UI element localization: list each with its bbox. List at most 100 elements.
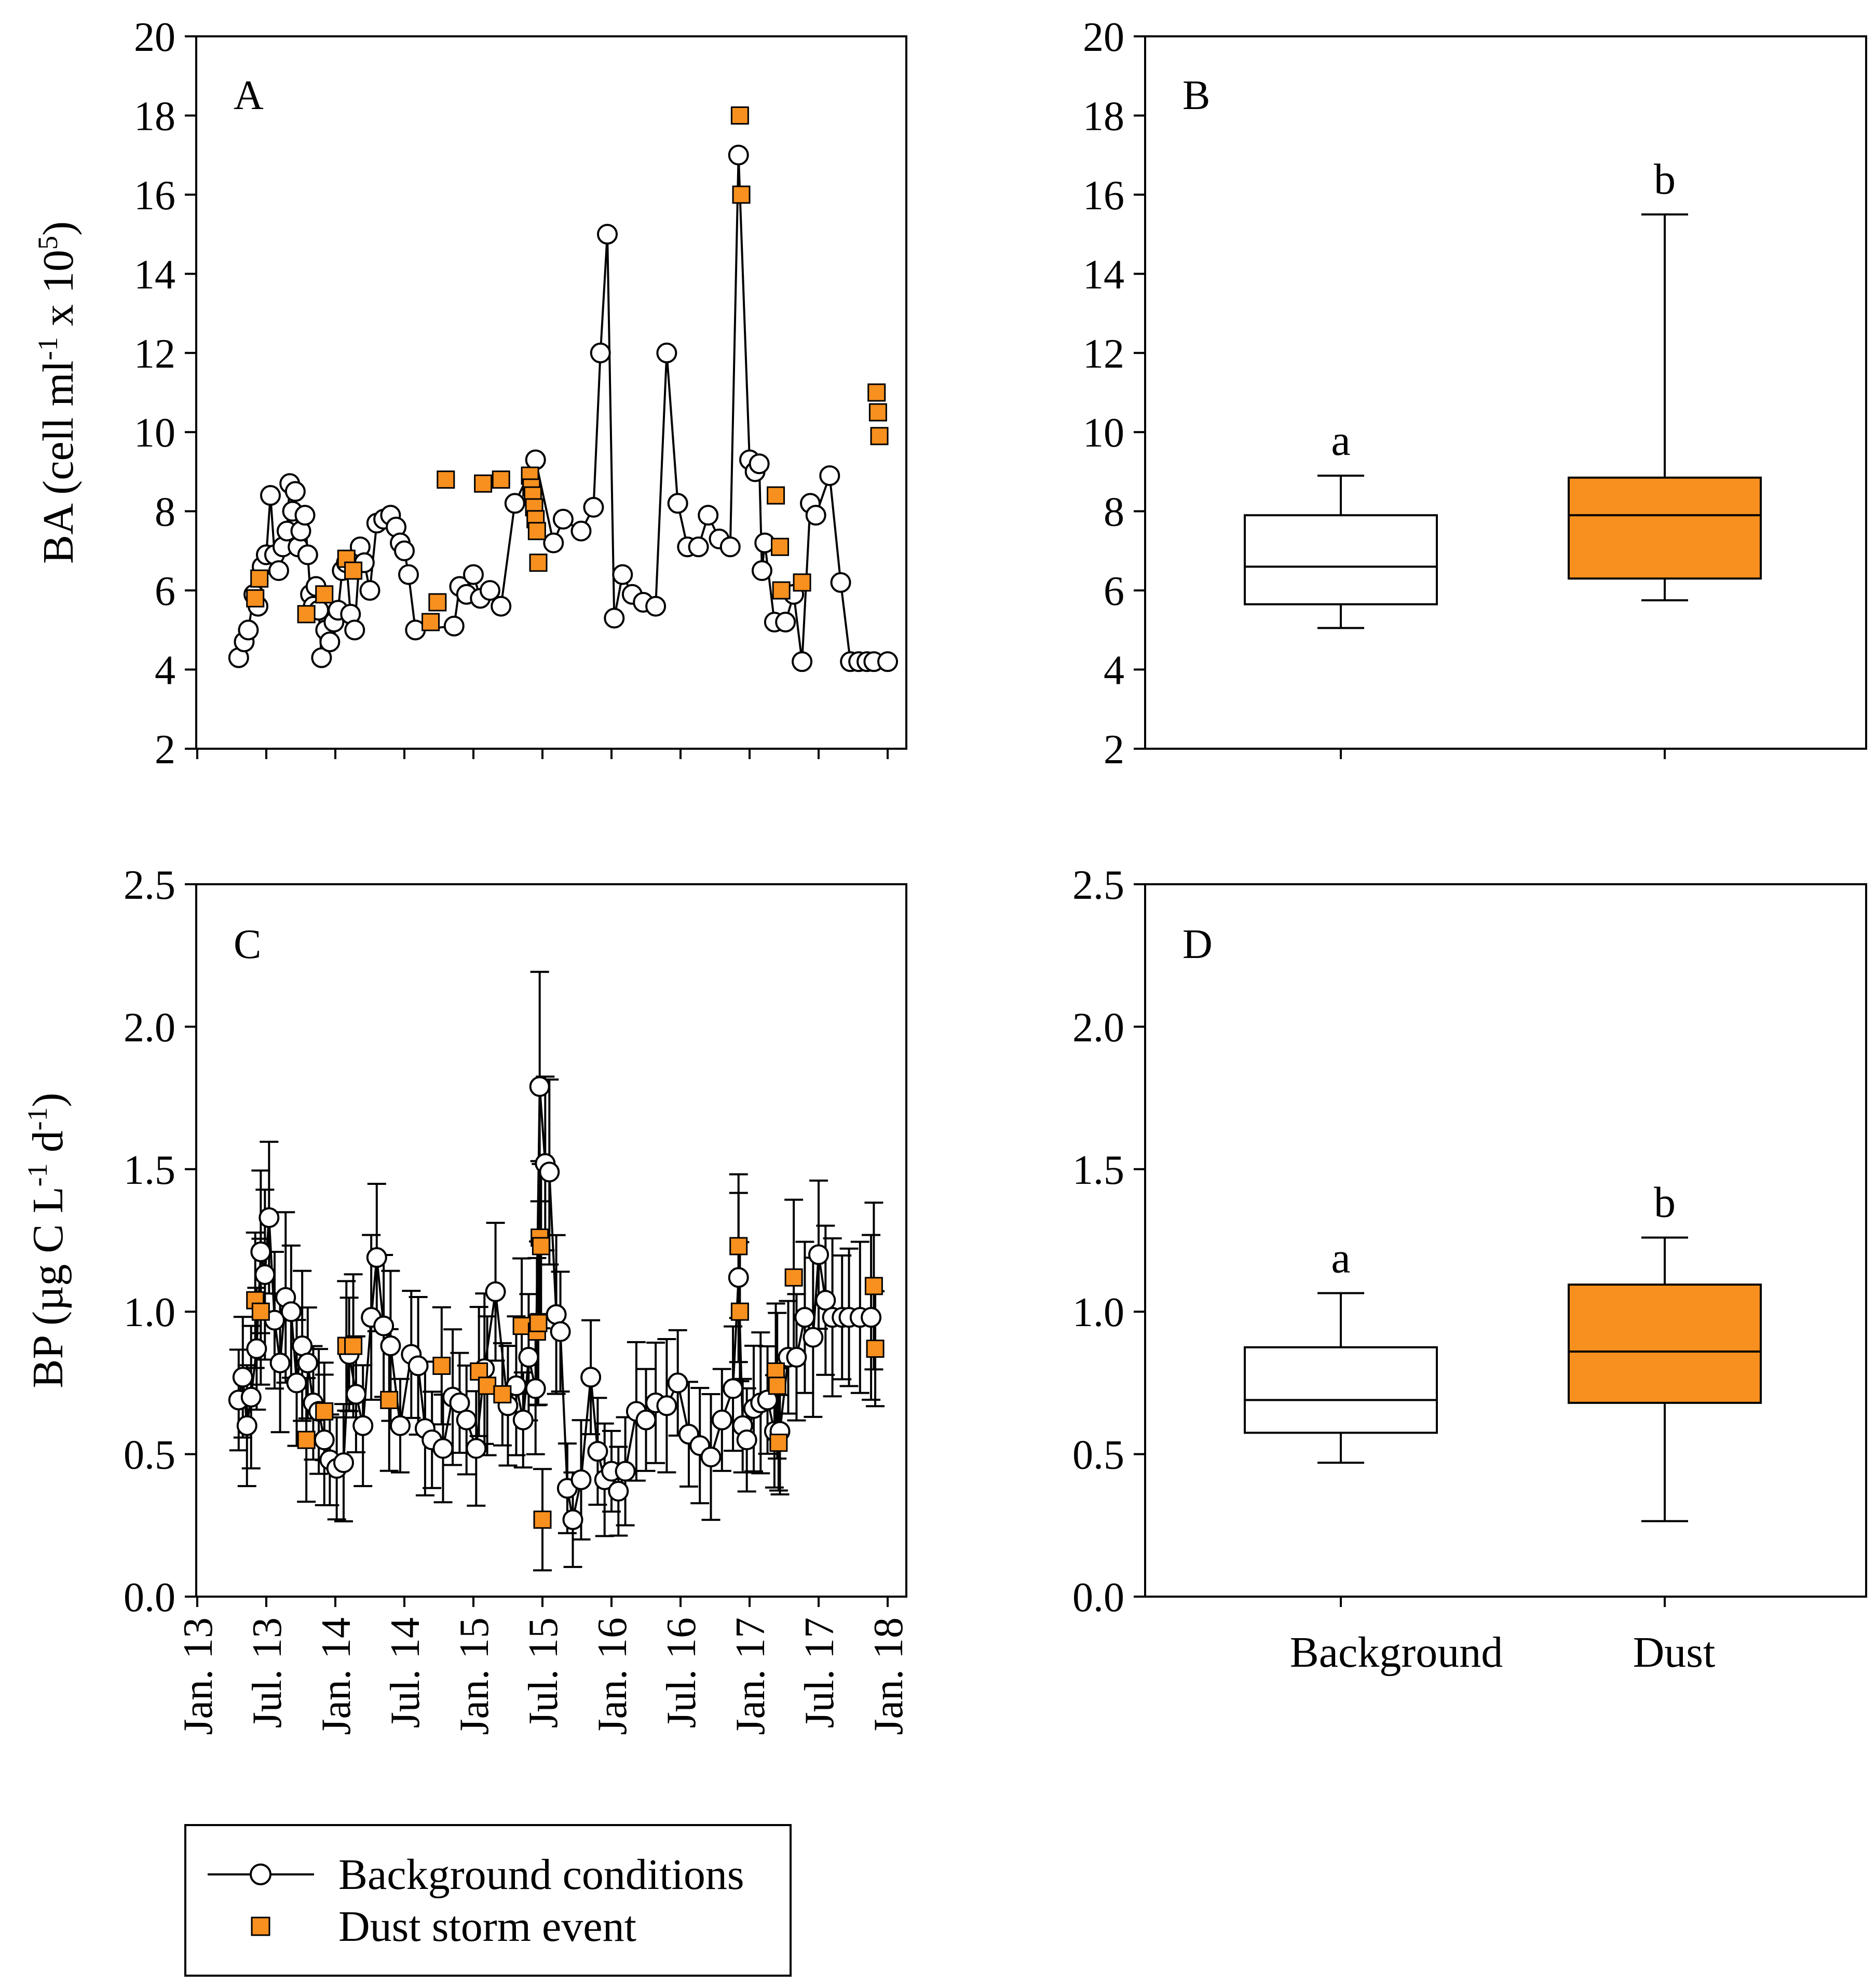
background-point	[512, 1409, 534, 1430]
background-point	[463, 564, 484, 585]
background-point	[390, 1415, 411, 1436]
dust-point	[380, 1390, 399, 1409]
background-point	[877, 651, 898, 672]
background-point	[667, 493, 688, 514]
background-point	[238, 619, 259, 641]
dust-point	[344, 1336, 363, 1355]
y-tick-label: 0.0	[124, 1575, 175, 1621]
background-point	[373, 1315, 395, 1336]
panel-c-ylabel-sup1: -1	[22, 1163, 53, 1186]
dust-point	[250, 569, 269, 588]
x-tick-label: Jan. 18	[866, 1617, 912, 1735]
dust-point	[732, 185, 751, 204]
background-point	[546, 1304, 567, 1325]
panel-a-y-axis: 2 4 6 8 10 12 14 16 18 20	[134, 15, 196, 773]
background-point	[775, 612, 796, 633]
x-tick-label: Jan. 13	[175, 1617, 221, 1735]
dust-point	[297, 605, 316, 624]
x-tick-label: Jul. 17	[797, 1617, 842, 1728]
panel-a-ylabel: BA (cell ml-1 x 105)	[32, 221, 83, 564]
y-tick-label: 18	[1083, 93, 1124, 139]
dust-point	[768, 1376, 786, 1395]
background-point	[432, 1438, 454, 1459]
background-point	[612, 564, 633, 585]
dust-point	[870, 427, 889, 445]
panel-d-y-axis: 0.0 0.5 1.0 1.5 2.0 2.5	[1072, 862, 1145, 1621]
panel-c-ylabel-post: )	[24, 1092, 72, 1107]
background-point	[504, 493, 525, 514]
panel-a-ylabel-pre: BA (cell ml	[34, 360, 83, 564]
background-point	[286, 1372, 307, 1394]
background-point	[635, 1409, 657, 1430]
y-tick-label: 8	[155, 490, 175, 535]
y-tick-label: 12	[134, 331, 175, 377]
y-tick-label: 1.5	[124, 1147, 175, 1193]
background-point	[749, 453, 770, 475]
background-point	[815, 1290, 836, 1311]
y-tick-label: 4	[1104, 648, 1124, 694]
dust-point	[529, 1314, 548, 1332]
background-point	[656, 1395, 677, 1416]
significance-letter: b	[1654, 1179, 1676, 1227]
y-tick-label: 14	[134, 252, 175, 298]
dust-point	[428, 593, 447, 612]
background-point	[539, 1162, 560, 1183]
background-point	[254, 1264, 276, 1285]
panel-c-ylabel-pre: BP (µg C L	[24, 1186, 72, 1388]
dust-point	[474, 474, 493, 493]
y-tick-label: 20	[134, 15, 175, 60]
dust-point	[730, 1302, 749, 1321]
dust-point	[432, 1356, 451, 1375]
background-point	[794, 1307, 815, 1328]
y-tick-label: 0.0	[1072, 1575, 1124, 1621]
background-point	[259, 1207, 280, 1228]
background-point	[645, 596, 667, 617]
panel-a-ylabel-sup2: 5	[32, 236, 63, 250]
dust-point	[315, 585, 334, 604]
background-point	[803, 1327, 824, 1348]
background-point	[786, 1347, 807, 1368]
background-point	[345, 1384, 366, 1405]
dust-point	[532, 1237, 550, 1255]
panel-d-x-axis: Background Dust	[1290, 1597, 1715, 1677]
dust-point	[793, 573, 811, 592]
background-point	[667, 1372, 688, 1394]
background-point	[518, 1347, 539, 1368]
background-point	[443, 615, 465, 637]
background-point	[728, 1267, 749, 1288]
background-point	[615, 1461, 636, 1482]
background-point	[479, 580, 500, 601]
background-point	[698, 505, 719, 526]
background-point	[333, 1452, 354, 1474]
background-point	[380, 1335, 401, 1357]
dust-point	[529, 553, 548, 572]
background-point	[808, 1244, 829, 1265]
panel-a-series	[228, 106, 898, 672]
y-tick-label: 2.5	[1072, 862, 1124, 908]
background-point	[407, 1355, 429, 1376]
dust-point	[344, 561, 363, 580]
panel-c-letter: C	[234, 922, 261, 967]
dust-point	[730, 106, 749, 125]
panel-a: A BA (cell ml-1 x 105) 2 4 6 8 10 12 14 16 18 20	[32, 15, 907, 773]
panel-c-ylabel: BP (µg C L-1 d-1)	[22, 1092, 72, 1388]
y-tick-label: 0.5	[1072, 1433, 1124, 1478]
background-point	[550, 1321, 571, 1342]
background-point	[587, 1441, 608, 1462]
dust-point	[493, 1385, 512, 1403]
background-point	[394, 540, 415, 561]
y-tick-label: 2.5	[124, 862, 175, 908]
background-point	[260, 485, 281, 506]
dust-point	[527, 522, 546, 541]
dust-point	[492, 470, 510, 489]
dust-point	[868, 403, 887, 422]
background-point	[757, 1389, 778, 1411]
panel-a-ylabel-post: )	[34, 221, 83, 236]
background-point	[319, 631, 341, 653]
background-point	[352, 1415, 374, 1436]
background-point	[719, 536, 741, 558]
category-label: Background	[1290, 1628, 1503, 1677]
significance-letter: b	[1654, 155, 1676, 204]
dust-point	[769, 1434, 788, 1452]
